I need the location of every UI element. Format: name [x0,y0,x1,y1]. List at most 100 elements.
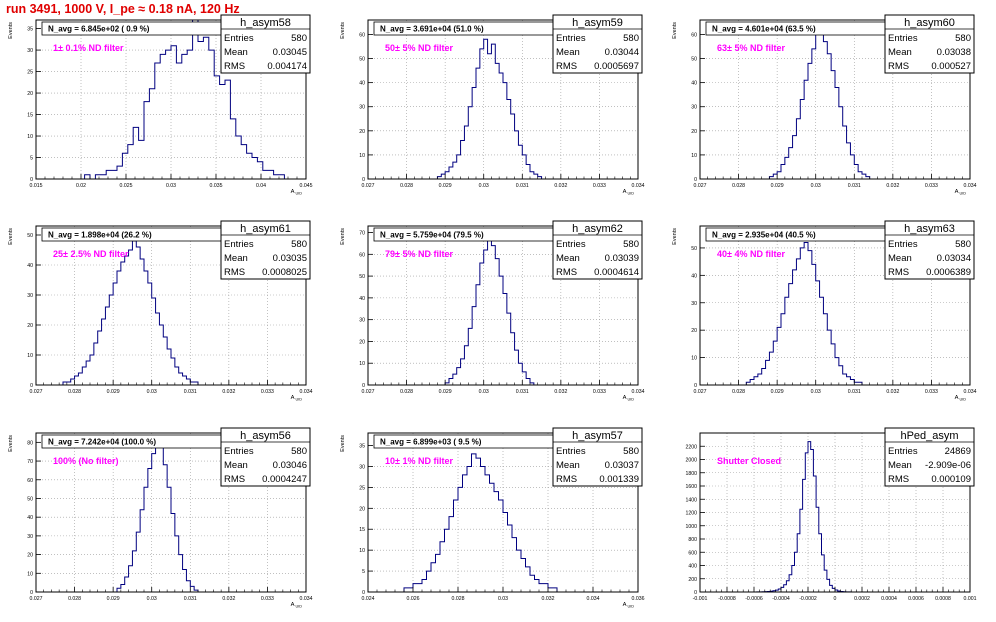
y-axis-title: Events [8,22,14,39]
y-tick-label: 10 [691,356,697,362]
y-tick-label: 50 [359,57,365,63]
y-tick-label: 10 [359,361,365,367]
stats-value: 0.0008025 [262,267,307,278]
y-tick-label: 40 [359,81,365,87]
stats-label: Mean [224,460,248,471]
x-tick-label: 0.029 [107,596,120,602]
y-tick-label: 80 [27,440,33,446]
x-tick-label: -0.0008 [718,596,736,602]
y-axis-title: Events [672,22,678,39]
x-tick-label: 0.031 [848,389,861,395]
stats-value: 0.03034 [937,253,971,264]
panel-hPed_asym: -0.001 -0.0008 -0.0006 -0.0004 -0.0002 0 0.000… [685,427,977,602]
x-axis-title-main: A [291,189,295,195]
x-tick-label: 0.028 [68,389,81,395]
x-tick-label: 0.032 [886,389,899,395]
x-tick-label: 0.03 [811,389,821,395]
x-tick-label: 0.033 [925,389,938,395]
x-tick-label: 0.029 [771,389,784,395]
y-tick-label: 20 [27,91,33,97]
x-tick-label: 0.04 [256,183,266,189]
navg-label: N_avg = 4.601e+04 (63.5 %) [712,25,816,34]
x-tick-label: 0.024 [362,596,375,602]
stats-label: Entries [224,446,254,457]
stats-box [220,427,311,487]
x-tick-label: -0.0002 [799,596,817,602]
y-tick-label: 40 [691,273,697,279]
stats-label: Mean [224,47,248,58]
stats-label: RMS [556,61,577,72]
y-tick-label: 20 [27,323,33,329]
x-tick-label: 0.027 [694,183,707,189]
stats-title: h_asym56 [240,430,291,442]
y-tick-label: 0 [30,590,33,596]
x-axis-title: AUID [291,602,303,609]
x-axis-title-sub: UID [295,398,302,402]
stats-title: hPed_asym [900,430,958,442]
y-tick-label: 40 [359,296,365,302]
stats-value: 0.03046 [273,460,307,471]
x-axis-title-main: A [955,189,959,195]
filter-annotation: 63± 5% ND filter [717,43,785,53]
y-axis-title: Events [340,22,346,39]
y-tick-label: 25 [359,485,365,491]
x-tick-label: 0.033 [261,389,274,395]
x-tick-label: 0.035 [210,183,223,189]
stats-label: Mean [888,460,912,471]
x-tick-label: 0.032 [554,183,567,189]
stats-label: Mean [556,253,580,264]
x-tick-label: 0.029 [439,183,452,189]
stats-value: 580 [955,33,971,44]
stats-title: h_asym60 [904,17,955,29]
panel-h_asym58: 0.015 0.02 0.025 0.03 0.035 0.04 0.045 0 5 10 15 20… [8,14,313,196]
stats-label: Entries [556,33,586,44]
y-tick-label: 0 [30,383,33,389]
x-tick-label: 0.031 [184,389,197,395]
stats-label: RMS [224,474,245,485]
run-title: run 3491, 1000 V, I_pe ≈ 0.18 nA, 120 Hz [6,2,240,16]
x-axis-title-main: A [623,395,627,401]
y-tick-label: 20 [359,339,365,345]
y-tick-label: 60 [691,32,697,38]
stats-value: 0.0006389 [926,267,971,278]
x-tick-label: 0.027 [362,183,375,189]
x-tick-label: 0.028 [400,389,413,395]
stats-value: 24869 [945,446,971,457]
y-tick-label: 0 [694,590,697,596]
x-tick-label: 0.031 [848,183,861,189]
stats-value: 0.03035 [273,253,307,264]
x-tick-label: 0.034 [632,389,645,395]
y-tick-label: 30 [691,105,697,111]
filter-annotation: 40± 4% ND filter [717,249,785,259]
plot-frame [35,432,307,593]
stats-label: Entries [556,239,586,250]
x-tick-label: 0.028 [732,183,745,189]
panel-h_asym61: 0.027 0.028 0.029 0.03 0.031 0.032 0.033 0.034 0… [8,220,313,402]
filter-annotation: 79± 5% ND filter [385,249,453,259]
y-tick-label: 5 [30,156,33,162]
x-axis-title-main: A [291,602,295,608]
x-axis-title: AUID [955,395,967,402]
y-axis-title: Events [340,228,346,245]
y-tick-label: 1800 [685,471,697,477]
navg-label: N_avg = 1.898e+04 (26.2 %) [48,231,152,240]
x-tick-label: 0.03 [811,183,821,189]
stats-value: 0.0005697 [594,61,639,72]
stats-box [552,427,643,487]
x-axis-title-sub: UID [295,192,302,196]
x-axis-title: AUID [623,189,635,196]
y-tick-label: 10 [27,134,33,140]
y-tick-label: 50 [691,57,697,63]
plot-frame [35,225,307,386]
y-tick-label: 1400 [685,497,697,503]
x-axis-title-main: A [623,602,627,608]
x-axis-title: AUID [623,395,635,402]
x-tick-label: 0.027 [30,389,43,395]
y-axis-title: Events [340,435,346,452]
y-tick-label: 35 [359,444,365,450]
y-axis-title: Events [8,435,14,452]
x-tick-label: 0.029 [771,183,784,189]
stats-label: Mean [556,460,580,471]
plot-frame [699,225,971,386]
